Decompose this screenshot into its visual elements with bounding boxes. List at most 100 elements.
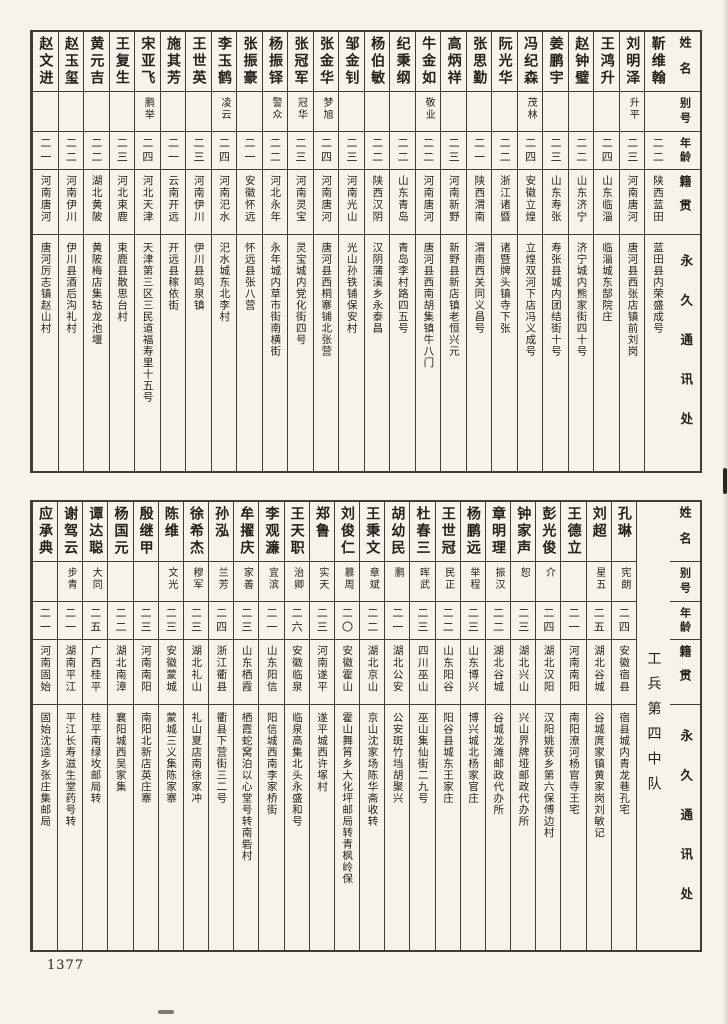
person-address: 诸暨牌头镇寺下张 — [498, 242, 511, 334]
person-address: 新野县新店镇老恒兴元 — [447, 242, 460, 357]
person-age: 二一 — [33, 132, 58, 170]
person-address: 平江长寿滋生堂药号转 — [64, 712, 77, 827]
person-native-place: 河北天津 — [135, 170, 160, 235]
person-address: 唐河县西张店镇前刘岗 — [626, 242, 639, 357]
person-column: 王鸿升 二四 山东临淄 临淄城东郜院庄 — [593, 32, 619, 471]
person-name: 宋亚飞 — [135, 32, 160, 92]
person-alias: 敬业 — [415, 92, 441, 132]
person-address: 黄陂梅店集轱龙池堰 — [90, 242, 103, 346]
person-native-place: 云南开远 — [160, 170, 186, 235]
person-name: 刘明泽 — [619, 32, 645, 92]
person-native-place: 山东阳信 — [259, 640, 284, 705]
person-age: 二一 — [58, 602, 83, 640]
person-address: 霍山舞筲乡大化坪邮局转青枫岭保 — [341, 712, 354, 885]
person-column: 王德立 二一 河南南阳 南阳潦河杨官寺王宅 — [560, 502, 586, 950]
person-alias — [561, 562, 586, 602]
person-native-place: 河南遂平 — [309, 640, 334, 705]
person-address: 唐河县西南胡集镇牛八门 — [422, 242, 435, 369]
person-column: 邹金钊 二三 河南光山 光山孙铁铺保安村 — [338, 32, 364, 471]
person-alias: 晖武 — [410, 562, 435, 602]
person-alias — [594, 92, 619, 132]
person-name: 冯纪森 — [517, 32, 543, 92]
header-alias: 别号 — [670, 562, 700, 602]
person-address: 永年城内草市街南横街 — [269, 242, 282, 357]
person-age: 二二 — [645, 132, 670, 170]
person-name: 黄元吉 — [84, 32, 109, 92]
person-address: 阳谷县城东王家庄 — [441, 712, 454, 804]
person-alias: 宜滨 — [259, 562, 284, 602]
person-column: 彭光俊介二四 湖北汉阳 汉阳姚获乡第六保傅边村 — [535, 502, 561, 950]
person-column: 徐希杰 穆军 二三 湖北礼山 礼山夏店南徐家冲 — [182, 502, 209, 950]
person-name: 邹金钊 — [339, 32, 364, 92]
person-alias: 宪朗 — [611, 562, 636, 602]
person-age: 二二 — [108, 602, 133, 640]
scan-speck — [158, 1010, 174, 1014]
person-name: 谭达聪 — [83, 502, 108, 562]
person-native-place: 湖北公安 — [385, 640, 410, 705]
person-alias: 章斌 — [360, 562, 385, 602]
header-address: 永久通讯处 — [678, 254, 694, 452]
person-age: 二四 — [517, 132, 543, 170]
person-native-place: 安徽临泉 — [284, 640, 309, 705]
person-native-place: 山东栖霞 — [234, 640, 259, 705]
person-age: 二三 — [309, 602, 334, 640]
person-alias: 星五 — [586, 562, 611, 602]
unit-title: 工兵第四中队 — [645, 651, 662, 801]
person-native-place: 湖北南漳 — [108, 640, 133, 705]
person-native-place: 湖北兴山 — [511, 640, 536, 705]
person-column: 刘明泽 升平 二三 河南唐河 唐河县西张店镇前刘岗 — [618, 32, 645, 471]
person-native-place: 湖北汉阳 — [536, 640, 561, 705]
person-age: 二四 — [611, 602, 636, 640]
person-native-place: 浙江诸暨 — [492, 170, 517, 235]
person-column: 张思勤 二一 陕西渭南 渭南西关同义昌号 — [465, 32, 492, 471]
person-name: 高炳祥 — [441, 32, 466, 92]
person-native-place: 山东青岛 — [390, 170, 415, 235]
person-native-place: 河南汜水 — [211, 170, 237, 235]
person-column: 郑鲁 实天 二三 河南遂平 遂平城西许塚村 — [308, 502, 334, 950]
person-alias: 兰芳 — [209, 562, 234, 602]
person-address: 博兴城北杨家官庄 — [467, 712, 480, 804]
person-column: 杨伯敏 二二 陕西汉阴 汉阴蒲溪乡永泰昌 — [363, 32, 390, 471]
scan-speck — [723, 468, 727, 494]
person-native-place: 山东济宁 — [568, 170, 594, 235]
header-column: 姓名 别号 年龄 籍贯 永久通讯处 — [670, 32, 700, 471]
person-age: 二三 — [133, 602, 158, 640]
person-address: 阳信城西南李家桥街 — [265, 712, 278, 816]
person-name: 张振豪 — [237, 32, 262, 92]
person-alias: 举程 — [460, 562, 485, 602]
person-name: 胡幼民 — [385, 502, 410, 562]
person-column: 黄元吉 二二 湖北黄陂 黄陂梅店集轱龙池堰 — [83, 32, 109, 471]
person-age: 二二 — [568, 132, 594, 170]
person-native-place: 湖北礼山 — [183, 640, 209, 705]
person-native-place: 安徽怀远 — [237, 170, 262, 235]
person-column: 赵文进 二一 河南唐河 唐河厉志镇赵山村 — [32, 32, 58, 471]
person-address: 南阳潦河杨官寺王宅 — [567, 712, 580, 816]
person-address: 蓝田县内荣盛成号 — [651, 242, 664, 334]
person-name: 牛金如 — [415, 32, 441, 92]
person-alias — [466, 92, 492, 132]
person-alias — [108, 562, 133, 602]
person-alias — [109, 92, 135, 132]
person-alias — [160, 92, 186, 132]
person-age: 二四 — [209, 602, 234, 640]
person-column: 张冠军 冠华 二三 河南灵宝 灵宝城内党化街四号 — [287, 32, 313, 471]
person-name: 杨振铎 — [262, 32, 288, 92]
person-address: 寿张县城内团结街十号 — [549, 242, 562, 357]
person-alias — [492, 92, 517, 132]
person-age: 二四 — [536, 602, 561, 640]
person-address: 衢县下营街三二号 — [215, 712, 228, 804]
person-native-place: 河南南阳 — [133, 640, 158, 705]
person-name: 阮光华 — [492, 32, 517, 92]
person-age: 二三 — [183, 602, 209, 640]
person-native-place: 四川巫山 — [410, 640, 435, 705]
person-column: 杨振铎 警众 二二 河北永年 永年城内草市街南横街 — [261, 32, 288, 471]
person-column: 杨国元 二二 湖北南漳 襄阳城西吴家集 — [107, 502, 133, 950]
person-address: 桂平南绿坆邮局转 — [89, 712, 102, 804]
person-address: 青岛李村路四五号 — [396, 242, 409, 334]
person-age: 二三 — [158, 602, 183, 640]
person-column: 王世英 二三 河南伊川 伊川县鸣泉镇 — [185, 32, 211, 471]
person-name: 王德立 — [561, 502, 586, 562]
person-address: 礼山夏店南徐家冲 — [190, 712, 203, 804]
header-native-place: 籍贯 — [670, 640, 700, 705]
person-column: 李玉鹤 凌云 二四 河南汜水 汜水城东北李村 — [210, 32, 237, 471]
